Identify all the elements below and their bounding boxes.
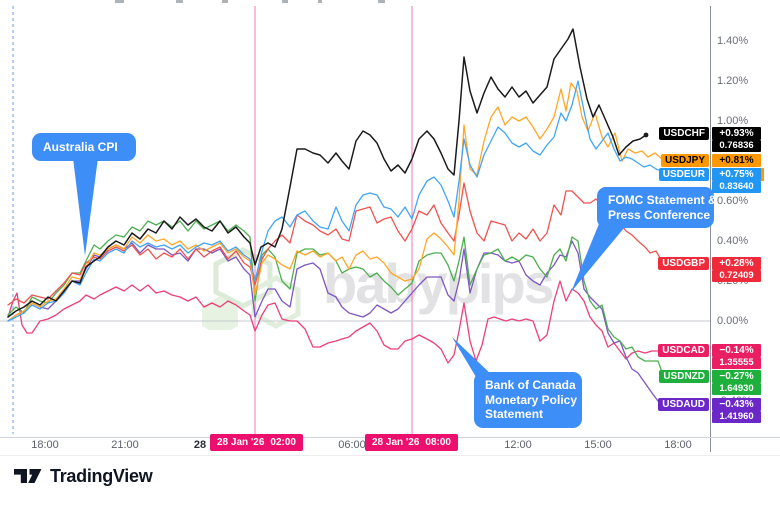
annotation-tail-boc <box>452 337 494 377</box>
time-axis-label: 15:00 <box>584 439 612 451</box>
event-badge-time: 08:00 <box>425 437 451 448</box>
pair-tag-usdcad[interactable]: USDCAD <box>658 344 709 357</box>
time-axis-label: 18:00 <box>31 439 59 451</box>
annotation-text: Statement <box>485 407 544 422</box>
event-badge-time: 02:00 <box>270 437 296 448</box>
series-line-usdjpy[interactable] <box>7 82 663 322</box>
pair-tag-usdaud[interactable]: USDAUD <box>658 398 709 411</box>
price-label-value-usdcad: 1.35555 <box>712 357 761 369</box>
tradingview-logo-icon <box>14 469 42 483</box>
toolbar-fragment <box>318 0 322 3</box>
price-label-value-usdgbp: 0.72409 <box>712 270 761 282</box>
price-axis-label: 1.40% <box>717 35 749 47</box>
tradingview-logo[interactable]: TradingView <box>14 466 153 487</box>
tradingview-logo-text: TradingView <box>50 466 153 486</box>
watermark-text: babypips <box>323 252 555 315</box>
toolbar-fragment <box>282 0 288 3</box>
price-axis-label: 0.40% <box>717 235 749 247</box>
price-axis-label: 1.20% <box>717 75 749 87</box>
price-label-change-usdaud: −0.43% <box>712 398 761 411</box>
price-axis-label: 0.60% <box>717 195 749 207</box>
annotation-text: Monetary Policy <box>485 392 578 407</box>
price-label-value-usdchf: 0.76836 <box>712 140 761 152</box>
time-axis-label: 28 <box>193 439 207 451</box>
price-label-change-usdgbp: +0.28% <box>712 257 761 270</box>
pair-tag-usdchf[interactable]: USDCHF <box>659 127 709 140</box>
time-axis-label: 18:00 <box>664 439 692 451</box>
annotation-text: Press Conference <box>608 207 711 222</box>
annotation-aus[interactable]: Australia CPI <box>32 133 136 161</box>
price-label-value-usdeur: 0.83640 <box>712 181 761 193</box>
pair-tag-usdnzd[interactable]: USDNZD <box>659 370 709 383</box>
price-axis-label: 0.00% <box>717 315 749 327</box>
series-line-usdeur[interactable] <box>7 80 663 322</box>
annotation-boc[interactable]: Bank of Canada Monetary Policy Statement <box>474 372 582 428</box>
series-line-usdnzd[interactable] <box>7 220 664 376</box>
time-axis-label: 12:00 <box>504 439 532 451</box>
annotation-tail-aus <box>73 158 98 256</box>
price-label-value-usdnzd: 1.64930 <box>712 383 761 395</box>
price-label-change-usdcad: −0.14% <box>712 344 761 357</box>
price-label-change-usdnzd: −0.27% <box>712 370 761 383</box>
economic-event-badge[interactable]: 28 Jan '26 02:00 <box>210 434 303 451</box>
annotation-fomc[interactable]: FOMC Statement & Press Conference <box>597 187 717 228</box>
time-axis-label: 06:00 <box>338 439 366 451</box>
toolbar-fragment <box>115 0 124 3</box>
price-axis-label: 1.00% <box>717 115 749 127</box>
pair-tag-usdgbp[interactable]: USDGBP <box>658 257 709 270</box>
price-label-change-usdchf: +0.93% <box>712 127 761 140</box>
time-axis-label: 21:00 <box>111 439 139 451</box>
pair-tag-usdjpy[interactable]: USDJPY <box>660 154 709 167</box>
annotation-text: Australia CPI <box>43 139 118 154</box>
toolbar-fragment <box>176 0 183 3</box>
economic-event-badge[interactable]: 28 Jan '26 08:00 <box>365 434 458 451</box>
last-value-dot <box>643 132 649 138</box>
event-badge-date: 28 Jan '26 <box>217 437 265 448</box>
annotation-tail-fomc <box>571 219 624 292</box>
toolbar-fragment <box>378 0 385 3</box>
series-line-usdgbp[interactable] <box>7 182 664 306</box>
toolbar-fragment <box>222 0 228 3</box>
price-label-value-usdaud: 1.41960 <box>712 411 761 423</box>
annotation-text: FOMC Statement & <box>608 193 717 207</box>
event-badge-date: 28 Jan '26 <box>372 437 420 448</box>
series-line-usdchf[interactable] <box>7 28 647 318</box>
bottom-separator <box>0 455 780 456</box>
price-chart-canvas[interactable] <box>0 0 780 460</box>
pair-tag-usdeur[interactable]: USDEUR <box>658 168 709 181</box>
series-line-usdcad[interactable] <box>7 280 664 364</box>
price-label-change-usdjpy: +0.81% <box>712 154 761 167</box>
annotation-text: Bank of Canada <box>485 378 576 393</box>
price-label-change-usdeur: +0.75% <box>712 168 761 181</box>
